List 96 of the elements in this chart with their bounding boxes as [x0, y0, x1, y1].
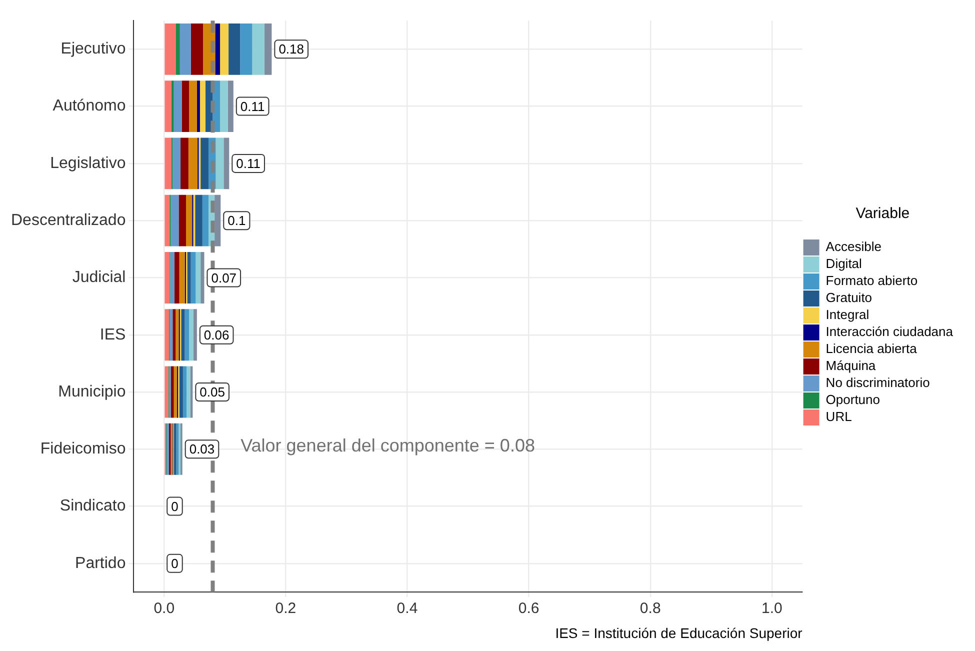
y-tick-label: IES: [100, 326, 126, 344]
legend-label: Gratuito: [826, 290, 872, 306]
bar: [180, 138, 188, 190]
bar: [176, 23, 180, 75]
bar: [164, 309, 169, 361]
bar: [180, 23, 191, 75]
legend-label: No discriminatorio: [826, 375, 930, 390]
bar: [179, 252, 185, 304]
total-label: 0.18: [278, 42, 304, 57]
bar: [193, 309, 197, 361]
bar: [228, 80, 234, 132]
bar: [164, 194, 170, 246]
y-tick-label: Descentralizado: [10, 212, 126, 229]
bar: [188, 138, 198, 190]
legend-label: Integral: [826, 307, 870, 322]
x-tick-label: 0.4: [396, 600, 418, 618]
bar: [170, 194, 179, 246]
legend-label: Máquina: [826, 358, 876, 374]
bar: [170, 366, 174, 418]
bar: [200, 80, 206, 132]
y-tick-label: Partido: [75, 554, 126, 572]
bar: [264, 23, 272, 75]
bar: [252, 23, 264, 75]
legend-label: Formato abierto: [826, 273, 918, 288]
total-label: 0.11: [240, 98, 265, 114]
y-tick-label: Ejecutivo: [60, 40, 126, 58]
bar: [184, 309, 190, 361]
total-label: 0.05: [200, 384, 225, 400]
bar: [240, 23, 252, 75]
y-tick-label: Fideicomiso: [40, 440, 126, 458]
bar: [178, 194, 186, 246]
bar: [189, 80, 197, 132]
bar: [195, 194, 202, 246]
annotation: Valor general del componente = 0.08: [240, 435, 535, 456]
legend-label: Accesible: [826, 239, 882, 254]
bar: [170, 252, 174, 304]
bar: [186, 366, 190, 418]
bar: [182, 80, 190, 132]
legend-label: URL: [826, 409, 852, 424]
bar: [202, 194, 208, 246]
bar: [228, 23, 240, 75]
legend-label: Licencia abierta: [826, 341, 918, 356]
total-label: 0.07: [211, 270, 237, 286]
total-label: 0.06: [204, 327, 230, 342]
bar: [190, 252, 196, 304]
x-tick-label: 0.2: [275, 600, 296, 618]
total-label: 0.03: [189, 442, 215, 457]
x-tick-label: 0.0: [154, 600, 175, 618]
bar: [174, 366, 177, 418]
total-label: 0: [171, 498, 178, 514]
bar: [164, 252, 170, 304]
y-tick-label: Municipio: [58, 383, 126, 400]
text: IES = Institución de Educación Superior: [555, 624, 803, 641]
bar: [181, 309, 185, 361]
bar: [174, 80, 182, 132]
bar: [196, 252, 201, 304]
x-tick-label: 0.8: [640, 600, 661, 618]
bar: [164, 366, 168, 418]
bar: [220, 80, 228, 132]
legend-label: Oportuno: [826, 392, 880, 408]
bar: [172, 138, 181, 190]
bar: [170, 309, 173, 361]
bar: [216, 138, 224, 190]
bar: [190, 23, 204, 75]
y-tick-label: Legislativo: [50, 154, 126, 172]
bar: [172, 309, 176, 361]
y-tick-label: Autónomo: [52, 98, 126, 115]
bar: [174, 423, 176, 475]
x-tick-label: 1.0: [761, 600, 782, 618]
bar: [174, 252, 180, 304]
legend-label: Interacción ciudadana: [826, 324, 954, 340]
bar: [200, 138, 208, 190]
x-tick-label: 0.6: [518, 600, 540, 618]
bar: [224, 138, 230, 190]
bar: [186, 194, 192, 246]
bar: [187, 252, 191, 304]
bar: [196, 80, 200, 132]
total-label: 0: [171, 556, 178, 572]
bar: [215, 23, 220, 75]
bar: [220, 23, 229, 75]
y-tick-label: Sindicato: [60, 498, 126, 515]
y-tick-label: Judicial: [72, 269, 126, 286]
total-label: 0.11: [236, 156, 260, 172]
bar: [189, 309, 194, 361]
bar: [200, 252, 204, 304]
bar: [176, 309, 179, 361]
bar: [171, 80, 174, 132]
bar: [179, 366, 183, 418]
legend-title: Variable: [856, 205, 910, 222]
bar: [164, 138, 172, 190]
total-label: 0.1: [228, 213, 246, 228]
legend-label: Digital: [826, 256, 862, 272]
bar: [182, 366, 187, 418]
bar: [164, 23, 176, 75]
bar: [214, 194, 221, 246]
bar: [164, 80, 172, 132]
